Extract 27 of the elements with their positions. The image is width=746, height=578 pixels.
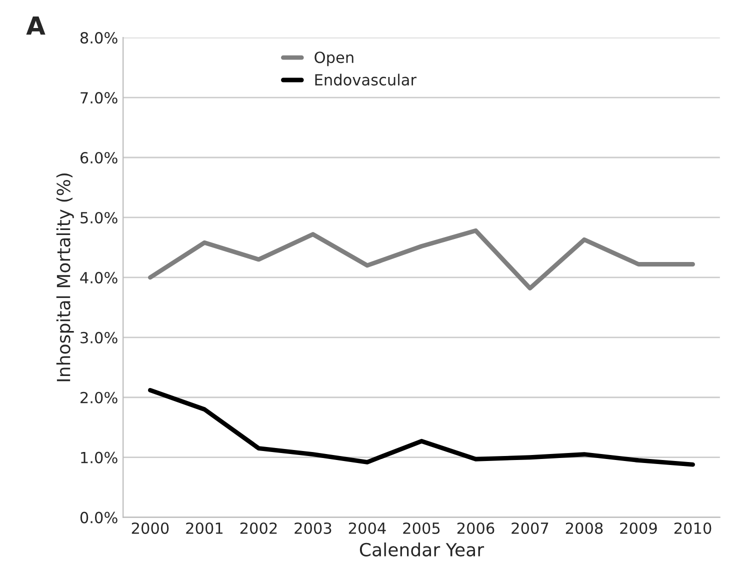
text: A bbox=[26, 16, 46, 35]
line-series bbox=[148, 228, 695, 290]
x-tick-label: 2010 bbox=[674, 522, 712, 534]
x-tick-label: 2006 bbox=[457, 522, 494, 534]
x-tick-label: 2007 bbox=[512, 522, 548, 534]
y-tick-label: 7.0% bbox=[80, 92, 118, 104]
y-axis-title: Inhospital Mortality (%) bbox=[56, 173, 74, 382]
y-tick-label: 4.0% bbox=[80, 272, 118, 284]
legend-label: Endovascular bbox=[315, 74, 417, 86]
line-series bbox=[148, 388, 695, 467]
x-tick-label: 2004 bbox=[348, 522, 386, 534]
x-tick-label: 2003 bbox=[294, 522, 332, 534]
y-tick-label: 8.0% bbox=[80, 32, 118, 44]
x-axis-title: Calendar Year bbox=[360, 542, 484, 556]
x-tick-label: 2000 bbox=[132, 522, 169, 534]
x-tick-label: 2009 bbox=[620, 522, 657, 534]
x-tick-label: 2002 bbox=[240, 522, 277, 534]
x-tick-label: 2005 bbox=[403, 522, 440, 534]
y-tick-label: 2.0% bbox=[80, 392, 118, 404]
y-tick-label: 5.0% bbox=[80, 212, 118, 224]
x-tick-label: 2001 bbox=[186, 522, 222, 534]
x-tick-label: 2008 bbox=[566, 522, 603, 534]
y-tick-label: 0.0% bbox=[80, 512, 118, 524]
y-tick-label: 6.0% bbox=[80, 152, 118, 164]
y-tick-label: 1.0% bbox=[81, 452, 118, 464]
legend-label: Open bbox=[314, 52, 354, 66]
y-tick-label: 3.0% bbox=[80, 332, 118, 344]
